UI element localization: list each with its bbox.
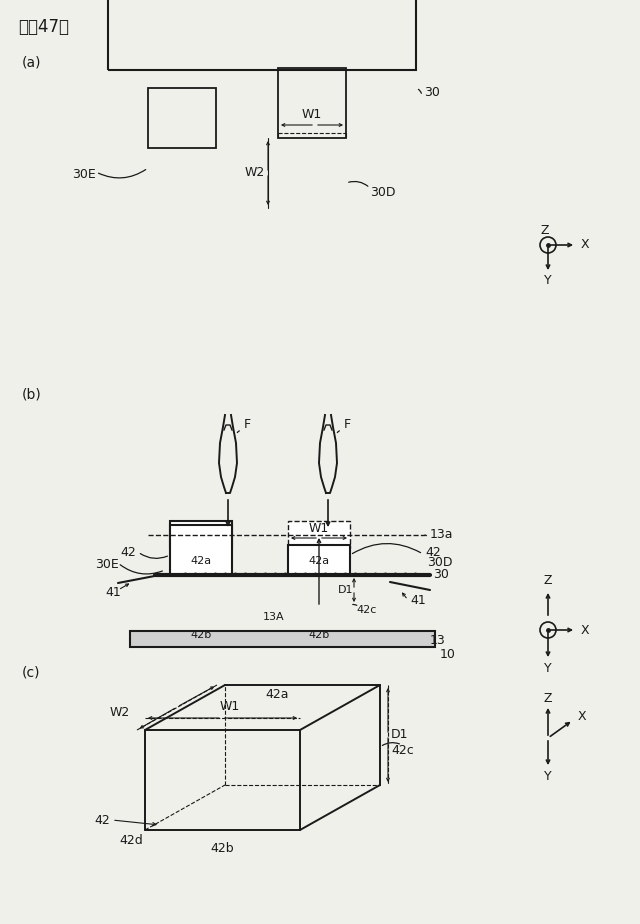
Text: W2: W2 bbox=[244, 166, 265, 179]
Text: X: X bbox=[578, 710, 587, 723]
Text: Z: Z bbox=[544, 574, 552, 587]
Text: 42d: 42d bbox=[119, 833, 143, 846]
Text: 42: 42 bbox=[94, 813, 110, 826]
Text: Y: Y bbox=[544, 770, 552, 783]
Text: 42b: 42b bbox=[190, 630, 212, 640]
Text: 42c: 42c bbox=[356, 605, 376, 615]
Text: 30E: 30E bbox=[72, 168, 96, 181]
Text: 42a: 42a bbox=[191, 556, 212, 566]
Text: W2: W2 bbox=[109, 706, 130, 719]
Text: W1: W1 bbox=[220, 700, 240, 713]
Text: W1: W1 bbox=[302, 107, 322, 120]
Text: X: X bbox=[581, 624, 589, 637]
Text: Y: Y bbox=[544, 274, 552, 286]
Text: 30D: 30D bbox=[427, 555, 452, 568]
Text: 13a: 13a bbox=[430, 529, 454, 541]
Text: (b): (b) bbox=[22, 388, 42, 402]
Text: 42a: 42a bbox=[308, 556, 330, 566]
Text: 30E: 30E bbox=[95, 558, 119, 572]
Text: 42b: 42b bbox=[308, 630, 330, 640]
Text: 42: 42 bbox=[120, 546, 136, 560]
Text: 13: 13 bbox=[430, 634, 445, 647]
Text: (c): (c) bbox=[22, 665, 40, 679]
Text: Y: Y bbox=[544, 662, 552, 675]
Text: (a): (a) bbox=[22, 55, 42, 69]
Bar bbox=[130, 631, 435, 647]
Text: W1: W1 bbox=[309, 521, 329, 534]
Text: 42a: 42a bbox=[265, 688, 289, 701]
Text: 30: 30 bbox=[424, 86, 440, 99]
Text: 42: 42 bbox=[425, 546, 441, 560]
Text: 30D: 30D bbox=[370, 186, 396, 199]
Text: F: F bbox=[344, 419, 351, 432]
Text: 30: 30 bbox=[433, 568, 449, 581]
Bar bbox=[108, 0, 416, 70]
Text: Z: Z bbox=[544, 691, 552, 704]
Text: 13A: 13A bbox=[263, 612, 285, 622]
Bar bbox=[288, 521, 350, 548]
Bar bbox=[278, 68, 346, 138]
Text: 42c: 42c bbox=[391, 744, 413, 757]
Bar bbox=[288, 545, 350, 575]
Text: 41: 41 bbox=[105, 586, 121, 599]
Text: Z: Z bbox=[541, 224, 549, 237]
Text: 【図47】: 【図47】 bbox=[18, 18, 69, 36]
Text: 41: 41 bbox=[410, 593, 426, 606]
Text: F: F bbox=[244, 419, 251, 432]
Bar bbox=[170, 525, 232, 575]
Text: D1: D1 bbox=[391, 728, 408, 741]
Text: D1: D1 bbox=[339, 585, 354, 595]
Text: 42b: 42b bbox=[210, 842, 234, 855]
Bar bbox=[148, 88, 216, 148]
Text: 10: 10 bbox=[440, 649, 456, 662]
Bar bbox=[170, 521, 232, 548]
Text: X: X bbox=[581, 238, 589, 251]
